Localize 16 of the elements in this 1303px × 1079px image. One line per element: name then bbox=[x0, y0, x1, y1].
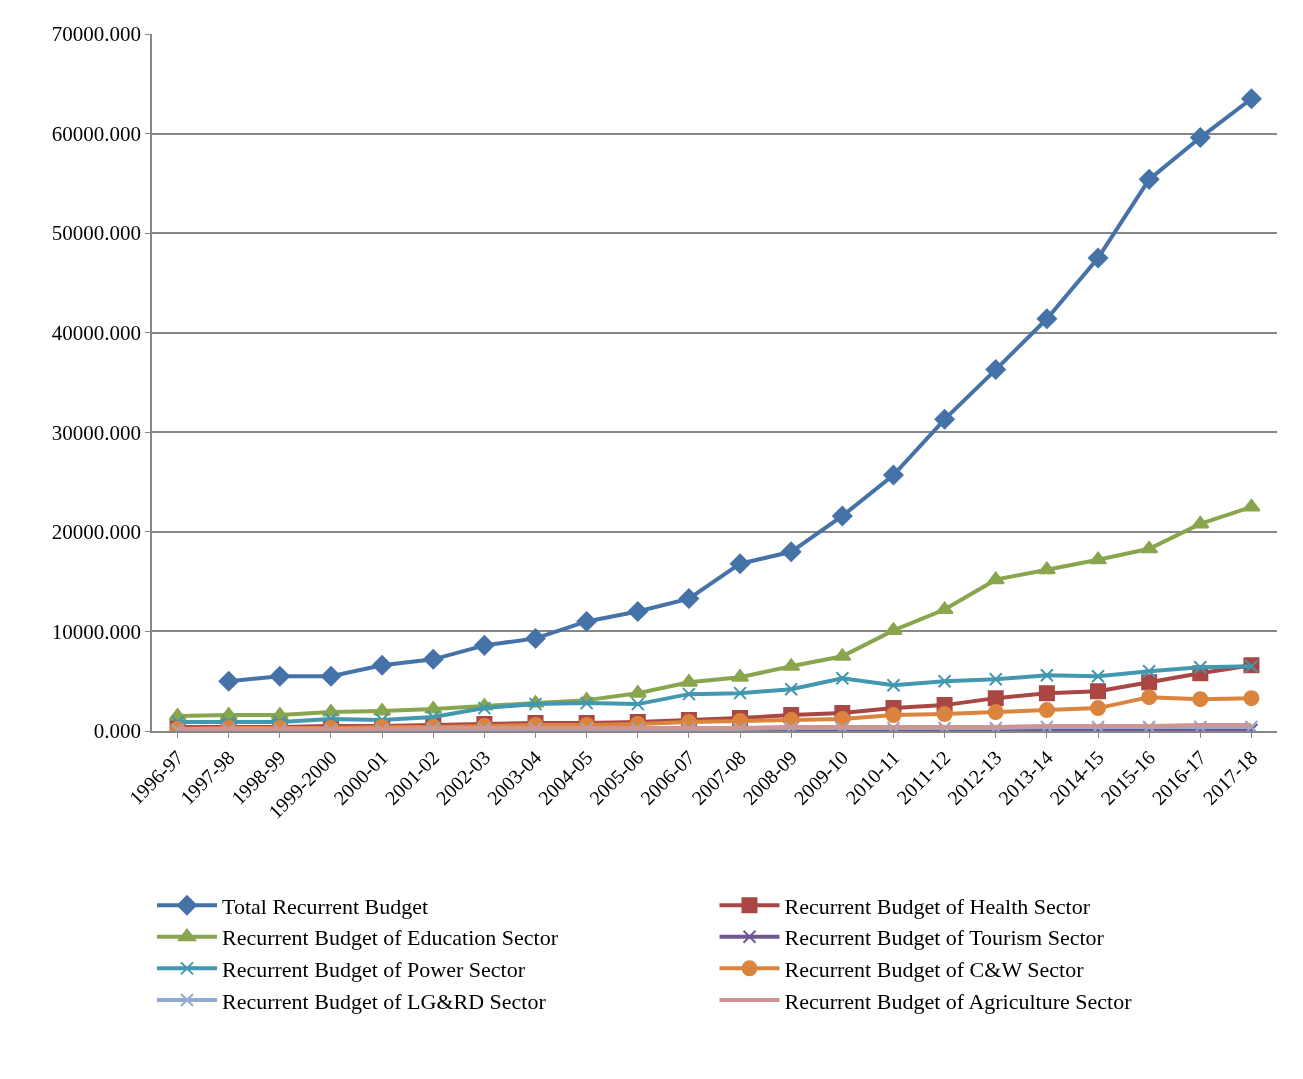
y-tick-label: 30000.000 bbox=[51, 420, 142, 445]
legend-label: Total Recurrent Budget bbox=[222, 893, 429, 919]
legend-label: Recurrent Budget of Power Sector bbox=[222, 956, 526, 982]
y-tick-label: 40000.000 bbox=[51, 321, 142, 346]
y-tick-label: 20000.000 bbox=[51, 520, 142, 545]
y-tick-label: 0.000 bbox=[93, 719, 142, 744]
legend-label: Recurrent Budget of Education Sector bbox=[222, 925, 559, 951]
y-tick-label: 50000.000 bbox=[51, 221, 142, 246]
y-tick-label: 60000.000 bbox=[51, 121, 142, 146]
legend-label: Recurrent Budget of Tourism Sector bbox=[784, 925, 1105, 951]
legend-label: Recurrent Budget of LG&RD Sector bbox=[222, 988, 547, 1014]
y-tick-label: 10000.000 bbox=[51, 619, 142, 644]
legend-label: Recurrent Budget of Health Sector bbox=[784, 893, 1091, 919]
legend-label: Recurrent Budget of Agriculture Sector bbox=[784, 988, 1133, 1014]
legend-label: Recurrent Budget of C&W Sector bbox=[784, 956, 1085, 982]
y-tick-label: 70000.000 bbox=[51, 22, 142, 47]
